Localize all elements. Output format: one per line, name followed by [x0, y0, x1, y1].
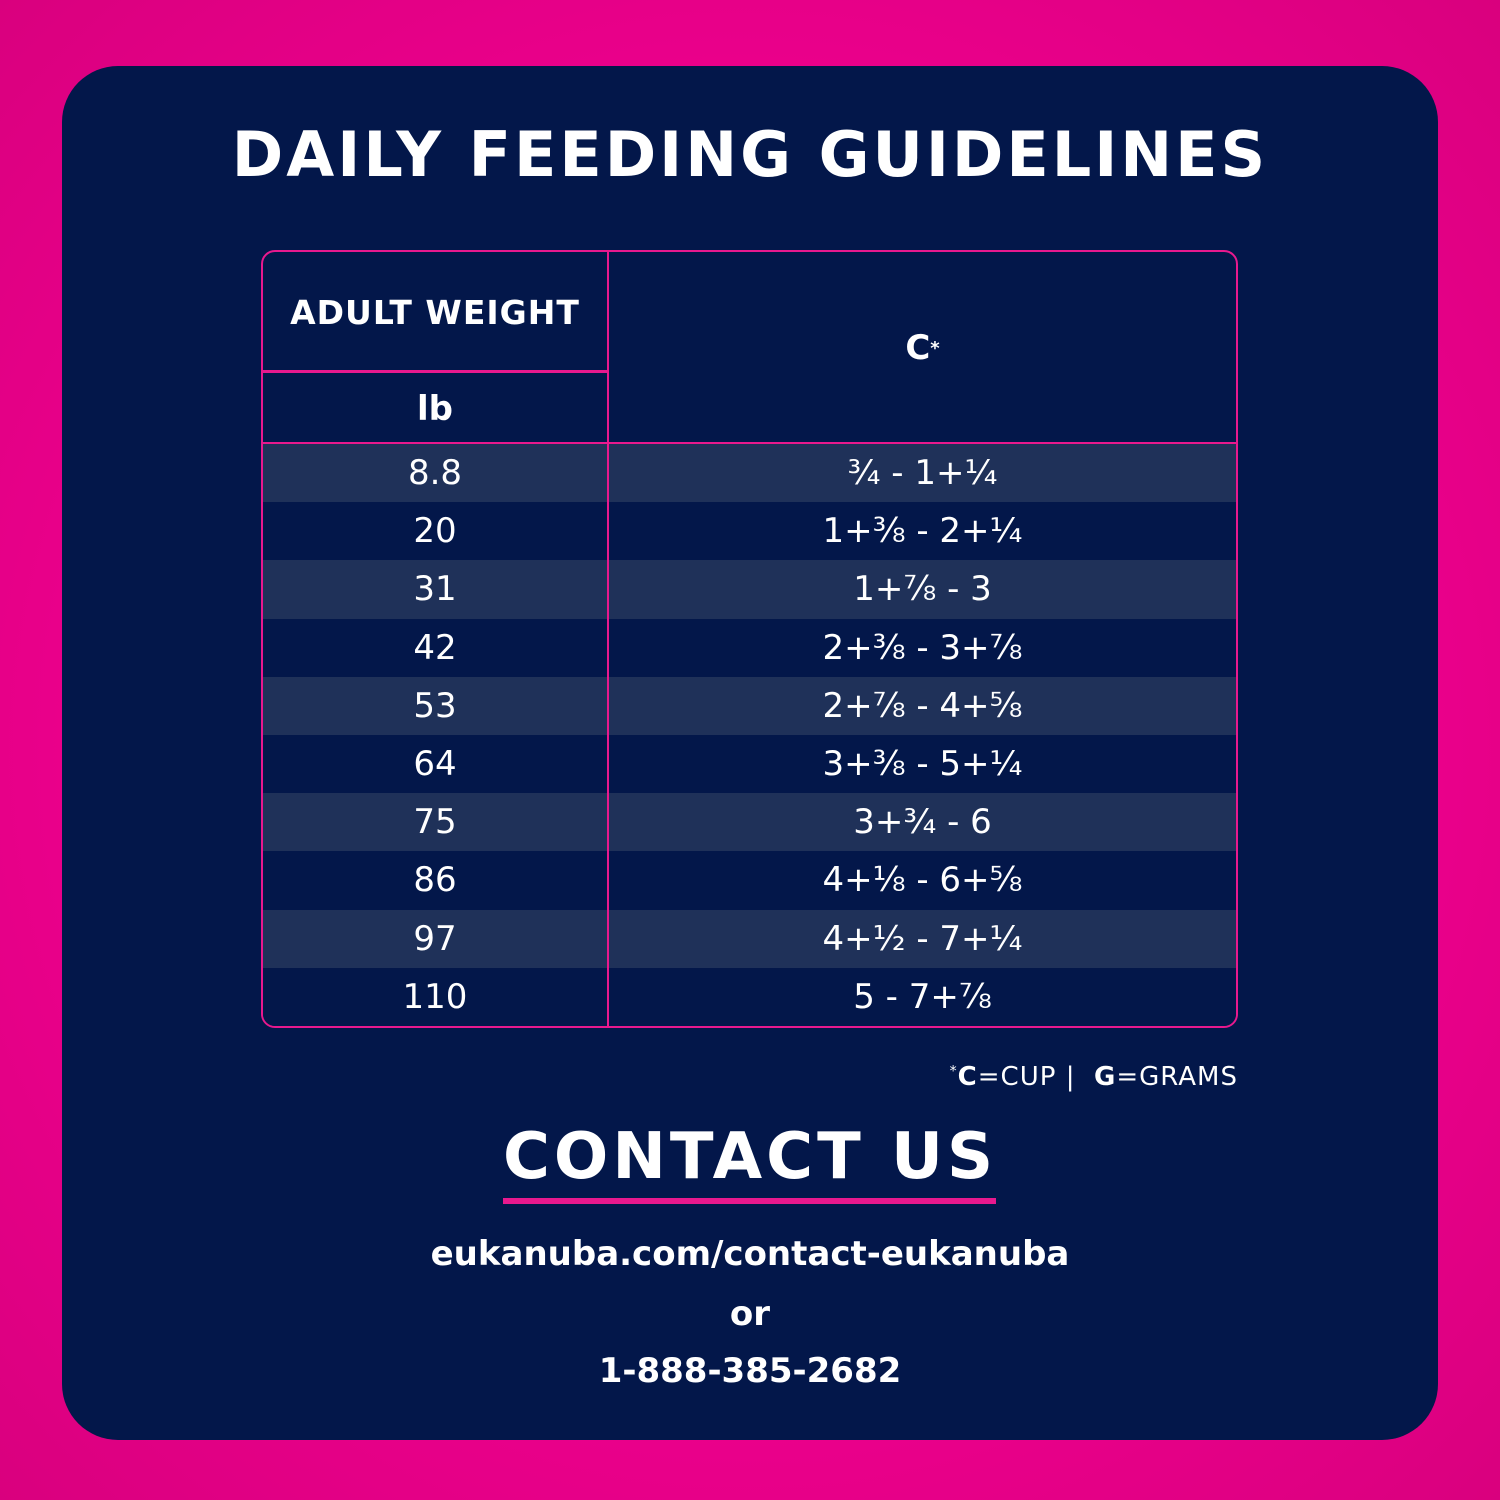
contact-url: eukanuba.com/contact-eukanuba: [430, 1234, 1070, 1274]
footnote-c: C: [957, 1062, 978, 1092]
weight-cell: 86: [413, 860, 457, 901]
row-background: [263, 618, 1236, 677]
cup-cell: 4+⅛ - 6+⅝: [822, 860, 1023, 901]
footnote-grams: =GRAMS: [1116, 1062, 1238, 1092]
footnote: *C=CUP | G=GRAMS: [950, 1062, 1238, 1092]
footnote-g: G: [1093, 1062, 1117, 1092]
weight-cell: 31: [413, 569, 457, 610]
title: DAILY FEEDING GUIDELINES: [231, 118, 1269, 191]
contact-title: CONTACT US: [502, 1120, 998, 1194]
row-background: [263, 444, 1236, 503]
footnote-marker: *: [949, 1063, 958, 1080]
row-background: [263, 793, 1236, 852]
row-background: [263, 735, 1236, 794]
contact-or: or: [729, 1294, 771, 1334]
cup-label: C: [905, 328, 931, 368]
feeding-table: ADULT WEIGHT lb C * 8.8 ¾ - 1+¼ 20 1+⅜ - 2+¼…: [261, 250, 1238, 1028]
cup-cell: 1+⅞ - 3: [853, 569, 992, 610]
cup-cell: 2+⅜ - 3+⅞: [822, 627, 1023, 668]
footnote-cup: =CUP: [977, 1062, 1057, 1092]
weight-cell: 8.8: [407, 453, 463, 494]
cup-cell: ¾ - 1+¼: [847, 453, 998, 494]
row-background: [263, 967, 1236, 1026]
weight-cell: 110: [402, 976, 468, 1017]
row-background: [263, 560, 1236, 619]
column-divider: [607, 252, 609, 1026]
weight-cell: 53: [413, 685, 457, 726]
row-background: [263, 909, 1236, 968]
unit-header: lb: [417, 388, 453, 429]
row-background: [263, 502, 1236, 561]
cup-cell: 3+¾ - 6: [853, 802, 992, 843]
underline: [503, 1198, 996, 1204]
divider: [263, 370, 607, 373]
row-background: [263, 851, 1236, 910]
cup-cell: 5 - 7+⅞: [853, 976, 992, 1017]
weight-cell: 20: [413, 511, 457, 552]
weight-header: ADULT WEIGHT: [290, 292, 580, 332]
cup-header: C *: [609, 252, 1236, 444]
divider: [263, 442, 1236, 444]
weight-cell: 97: [413, 918, 457, 959]
weight-cell: 75: [413, 802, 457, 843]
footnote-separator: |: [1065, 1062, 1076, 1092]
cup-cell: 3+⅜ - 5+¼: [822, 744, 1023, 785]
cup-marker: *: [930, 337, 940, 359]
cup-cell: 2+⅞ - 4+⅝: [822, 685, 1023, 726]
weight-cell: 64: [413, 744, 457, 785]
cup-cell: 4+½ - 7+¼: [822, 918, 1023, 959]
cup-cell: 1+⅜ - 2+¼: [822, 511, 1023, 552]
contact-phone: 1-888-385-2682: [598, 1351, 902, 1391]
row-background: [263, 676, 1236, 735]
weight-cell: 42: [413, 627, 457, 668]
